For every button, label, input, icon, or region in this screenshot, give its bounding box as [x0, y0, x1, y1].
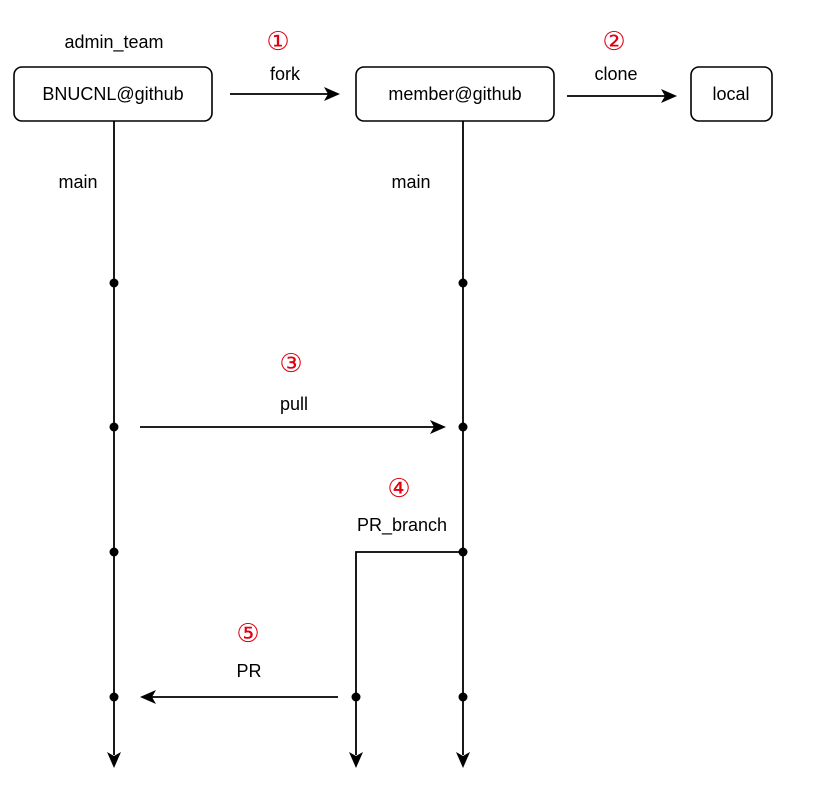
pull-arrowhead — [430, 420, 446, 434]
pr-arrowhead — [140, 690, 156, 704]
fork-main-arrowhead — [456, 752, 470, 768]
step-1-label: fork — [270, 64, 301, 84]
pr-branch-arrowhead — [349, 752, 363, 768]
node-fork-label: member@github — [388, 84, 521, 104]
node-fork: member@github — [355, 66, 555, 122]
node-fork-box — [355, 66, 555, 122]
step-5-number: ⑤ — [236, 618, 259, 648]
node-upstream: BNUCNL@github — [13, 66, 213, 122]
upstream-commit-dot — [109, 547, 119, 557]
fork-commit-dot — [458, 422, 468, 432]
step-3-label: pull — [280, 394, 308, 414]
upstream-commit-dot — [109, 422, 119, 432]
step-2-label: clone — [594, 64, 637, 84]
upstream-main-label: main — [58, 172, 97, 192]
upstream-main-arrowhead — [107, 752, 121, 768]
step-2-number: ② — [602, 26, 625, 56]
step-4-number: ④ — [387, 473, 410, 503]
step-3-number: ③ — [279, 348, 302, 378]
upstream-commit-dot — [109, 692, 119, 702]
fork-commit-dot — [458, 547, 468, 557]
node-upstream-label: BNUCNL@github — [42, 84, 183, 104]
node-local-box — [690, 66, 773, 122]
clone-arrowhead — [661, 89, 677, 103]
fork-arrowhead — [324, 87, 340, 101]
step-1-number: ① — [266, 26, 289, 56]
step-5-label: PR — [236, 661, 261, 681]
fork-main-label: main — [391, 172, 430, 192]
node-local-label: local — [712, 84, 749, 104]
upstream-commit-dot — [109, 278, 119, 288]
pr-branch-commit-dot — [351, 692, 361, 702]
node-local: local — [690, 66, 773, 122]
pr-branch-lifeline — [355, 551, 463, 755]
fork-commit-dot — [458, 278, 468, 288]
fork-commit-dot — [458, 692, 468, 702]
step-4-label: PR_branch — [357, 515, 447, 536]
node-upstream-box — [13, 66, 213, 122]
owner-label: admin_team — [64, 32, 163, 53]
